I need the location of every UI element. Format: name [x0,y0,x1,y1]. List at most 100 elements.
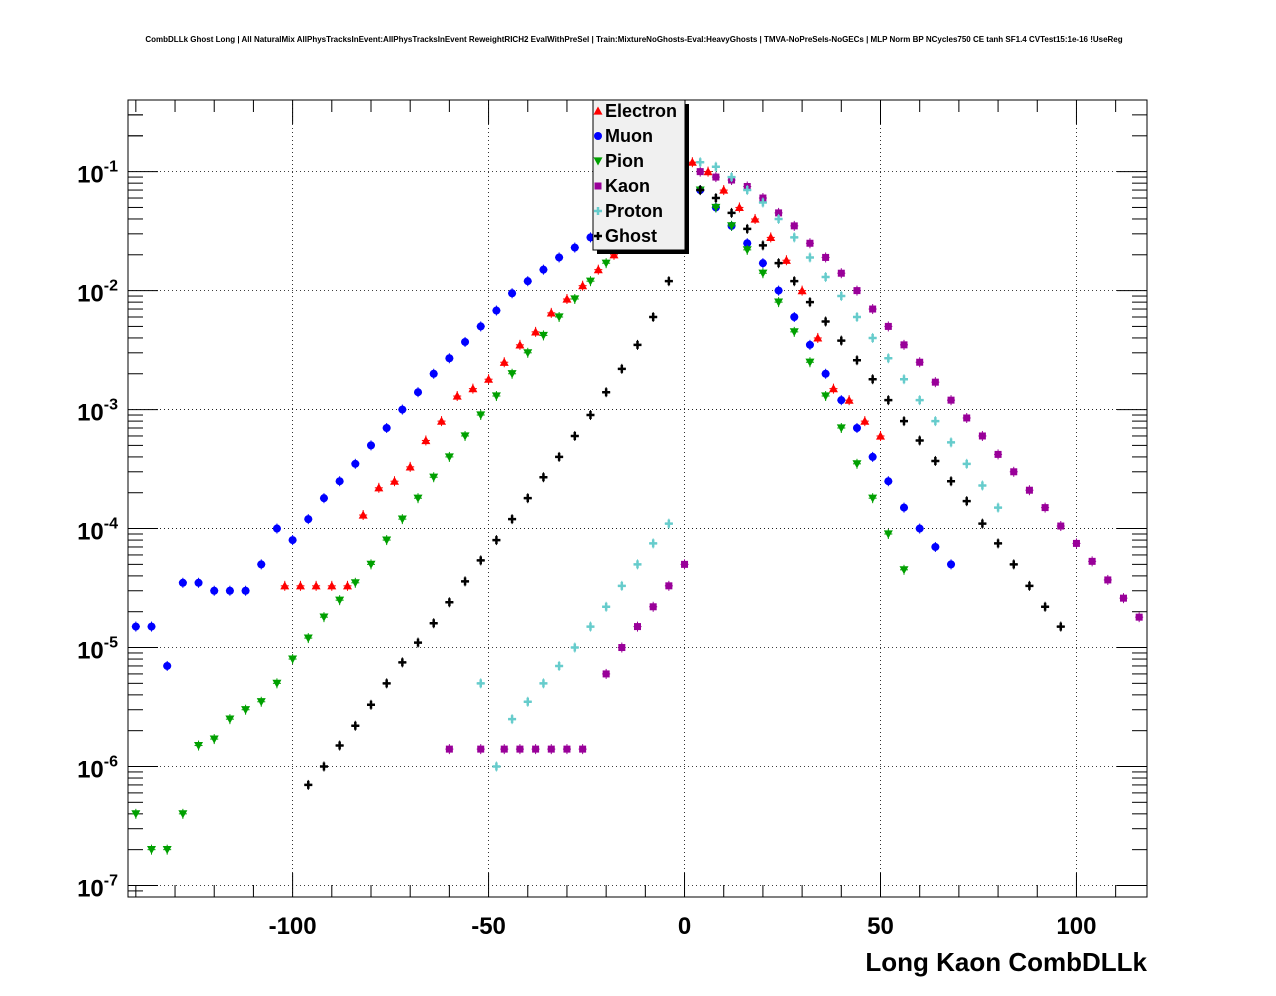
marker [649,603,657,611]
data-point [398,404,407,415]
data-point [900,339,909,350]
y-tick-label: 10-5 [77,635,118,665]
data-point [931,541,940,552]
data-point [421,435,431,446]
marker [633,560,642,569]
marker [884,354,893,363]
marker [868,452,877,461]
data-point [1103,574,1112,585]
marker [304,515,313,524]
marker [335,741,344,750]
data-point [272,523,281,534]
data-point [131,621,140,632]
marker [547,745,555,753]
data-point [758,197,767,208]
data-point [319,493,328,504]
marker [586,233,595,242]
data-point [696,157,705,168]
marker [633,340,642,349]
data-point [350,577,360,588]
data-point [382,423,391,434]
data-point [508,288,517,299]
data-point [852,285,861,296]
marker [1025,486,1033,494]
marker [869,305,877,313]
data-point [915,395,924,406]
marker [539,265,548,274]
data-point [351,458,360,469]
data-point [476,555,485,566]
data-point [649,538,658,549]
marker [634,623,641,631]
data-point [821,272,830,283]
chart-title: CombDLLk Ghost Long | All NaturalMix All… [145,35,1122,44]
y-tick-label: 10-7 [77,872,118,902]
data-point [288,654,298,665]
marker [507,370,517,379]
data-point [280,580,290,591]
marker [405,462,415,471]
legend-marker [593,157,603,166]
marker [538,331,548,340]
marker [444,453,454,462]
data-point [742,244,752,255]
marker [350,579,360,588]
marker [758,241,767,250]
axis-ticks [128,99,1147,898]
marker [1025,581,1034,590]
data-point [743,223,752,234]
data-point [790,311,799,322]
data-point [664,276,673,287]
data-point [703,166,713,177]
data-point [884,321,893,332]
marker [319,762,328,771]
series-ghost [304,185,1065,790]
data-point [397,514,407,525]
marker [602,670,610,678]
data-point [884,476,893,487]
data-point [429,618,438,629]
data-point [476,744,485,755]
data-point [750,213,760,224]
data-point [413,493,423,504]
marker [476,322,485,331]
data-point [1072,538,1081,549]
marker [947,438,956,447]
marker [288,655,298,664]
marker [734,202,744,212]
marker [1072,539,1080,547]
marker [531,327,541,336]
y-tick-base: 10 [77,281,104,308]
data-point [743,185,752,196]
marker [821,273,830,282]
marker [947,477,956,486]
data-point [335,595,345,606]
data-point [978,430,987,441]
legend-marker [593,106,603,115]
data-point [602,668,611,679]
marker [727,208,736,217]
marker [210,586,219,595]
data-point [947,395,956,406]
marker [555,253,564,262]
y-tick-base: 10 [77,519,104,546]
marker [555,661,564,670]
marker [194,741,204,751]
data-point [602,601,611,612]
data-point [335,740,344,751]
marker [727,222,737,231]
data-point [789,326,799,337]
data-point [821,316,830,327]
marker [523,697,532,706]
data-point [813,332,823,343]
marker [366,700,375,709]
legend-entry: Ghost [594,226,657,246]
marker [562,294,572,303]
marker [351,721,360,730]
data-point [774,258,783,269]
data-point [484,374,494,385]
marker [586,622,595,631]
data-point [1009,559,1018,570]
x-tick-label: 50 [867,913,894,940]
data-point [821,391,831,402]
